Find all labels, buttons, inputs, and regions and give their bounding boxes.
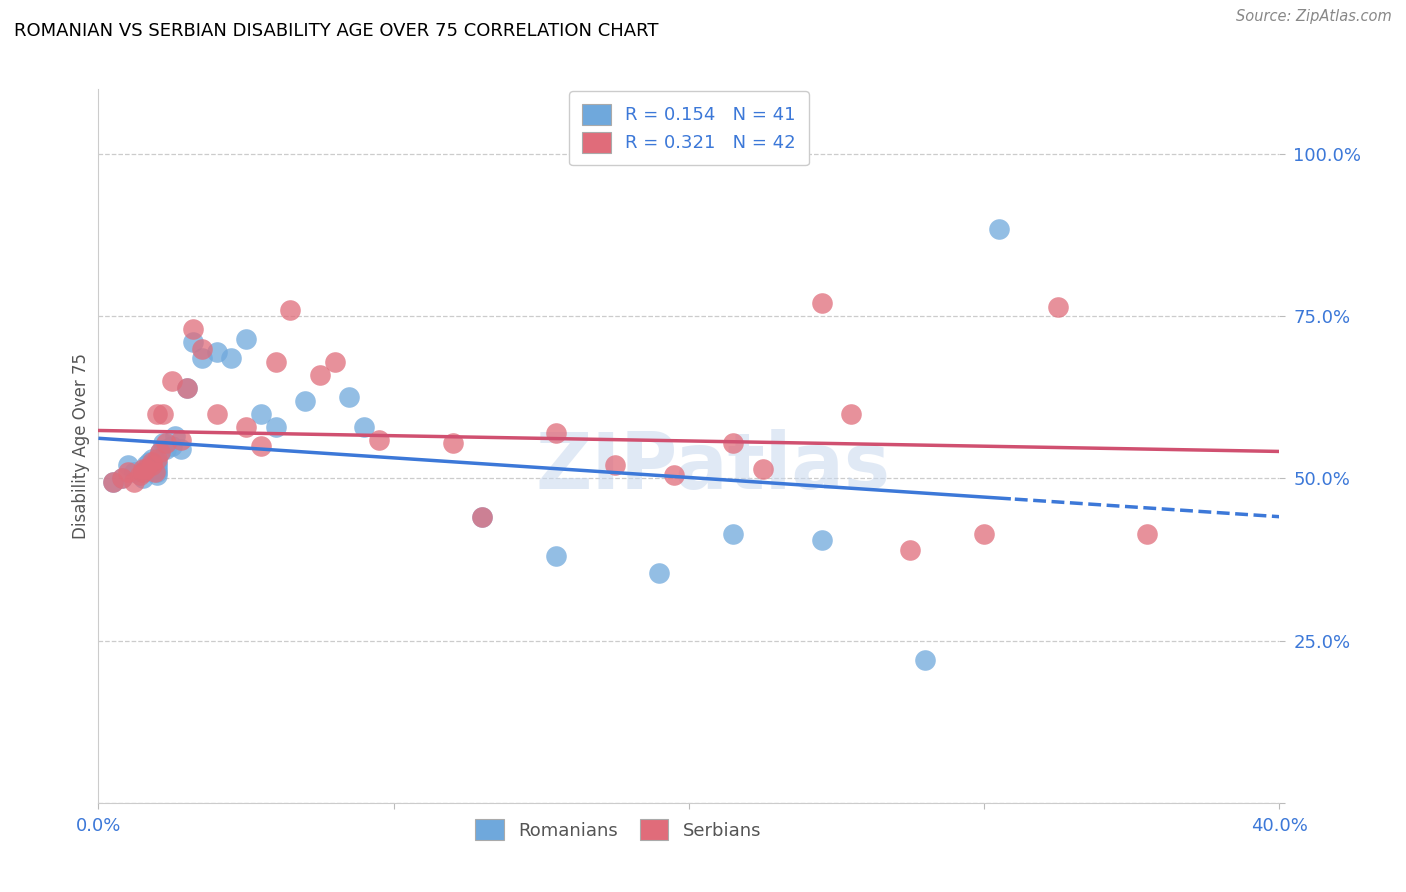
- Point: [191, 351, 214, 366]
- Point: [132, 465, 155, 479]
- Point: [471, 510, 494, 524]
- Point: [309, 368, 332, 382]
- Point: [250, 407, 273, 421]
- Point: [135, 461, 157, 475]
- Point: [368, 433, 391, 447]
- Point: [141, 455, 163, 469]
- Point: [170, 442, 193, 457]
- Point: [664, 468, 686, 483]
- Point: [235, 332, 257, 346]
- Point: [146, 468, 169, 483]
- Point: [191, 342, 214, 356]
- Point: [441, 435, 464, 450]
- Point: [122, 465, 145, 479]
- Point: [181, 335, 204, 350]
- Point: [294, 393, 316, 408]
- Point: [162, 374, 183, 388]
- Point: [155, 442, 177, 457]
- Point: [170, 433, 193, 447]
- Point: [205, 345, 228, 359]
- Point: [221, 351, 243, 366]
- Point: [143, 458, 166, 473]
- Point: [810, 296, 832, 310]
- Point: [176, 381, 198, 395]
- Point: [250, 439, 273, 453]
- Point: [900, 542, 922, 557]
- Point: [723, 526, 745, 541]
- Point: [146, 455, 169, 469]
- Point: [973, 526, 995, 541]
- Point: [176, 381, 198, 395]
- Text: Source: ZipAtlas.com: Source: ZipAtlas.com: [1236, 9, 1392, 24]
- Point: [111, 471, 134, 485]
- Point: [205, 407, 228, 421]
- Point: [810, 533, 832, 547]
- Point: [141, 452, 163, 467]
- Point: [353, 419, 375, 434]
- Point: [146, 452, 169, 467]
- Point: [135, 461, 157, 475]
- Text: ZIPatlas: ZIPatlas: [536, 429, 890, 506]
- Point: [103, 475, 125, 489]
- Point: [117, 465, 139, 479]
- Point: [181, 322, 204, 336]
- Point: [339, 390, 361, 404]
- Point: [152, 407, 174, 421]
- Point: [122, 475, 145, 489]
- Point: [264, 354, 287, 368]
- Point: [146, 461, 169, 475]
- Point: [648, 566, 671, 580]
- Point: [149, 445, 172, 459]
- Point: [149, 445, 172, 459]
- Point: [143, 465, 166, 479]
- Point: [103, 475, 125, 489]
- Legend: Romanians, Serbians: Romanians, Serbians: [468, 812, 769, 847]
- Point: [546, 549, 568, 564]
- Point: [138, 455, 160, 469]
- Point: [146, 458, 169, 473]
- Point: [146, 407, 169, 421]
- Point: [752, 461, 775, 475]
- Point: [546, 425, 568, 440]
- Text: ROMANIAN VS SERBIAN DISABILITY AGE OVER 75 CORRELATION CHART: ROMANIAN VS SERBIAN DISABILITY AGE OVER …: [14, 22, 658, 40]
- Point: [914, 653, 936, 667]
- Point: [132, 461, 155, 475]
- Y-axis label: Disability Age Over 75: Disability Age Over 75: [72, 353, 90, 539]
- Point: [165, 429, 187, 443]
- Point: [128, 468, 150, 483]
- Point: [323, 354, 346, 368]
- Point: [135, 458, 157, 473]
- Point: [132, 465, 155, 479]
- Point: [264, 419, 287, 434]
- Point: [111, 471, 134, 485]
- Point: [1046, 300, 1070, 314]
- Point: [152, 435, 174, 450]
- Point: [280, 302, 302, 317]
- Point: [162, 439, 183, 453]
- Point: [235, 419, 257, 434]
- Point: [723, 435, 745, 450]
- Point: [141, 458, 163, 473]
- Point: [141, 458, 163, 473]
- Point: [471, 510, 494, 524]
- Point: [155, 435, 177, 450]
- Point: [132, 471, 155, 485]
- Point: [988, 221, 1011, 235]
- Point: [117, 458, 139, 473]
- Point: [146, 465, 169, 479]
- Point: [605, 458, 627, 473]
- Point: [841, 407, 863, 421]
- Point: [1136, 526, 1159, 541]
